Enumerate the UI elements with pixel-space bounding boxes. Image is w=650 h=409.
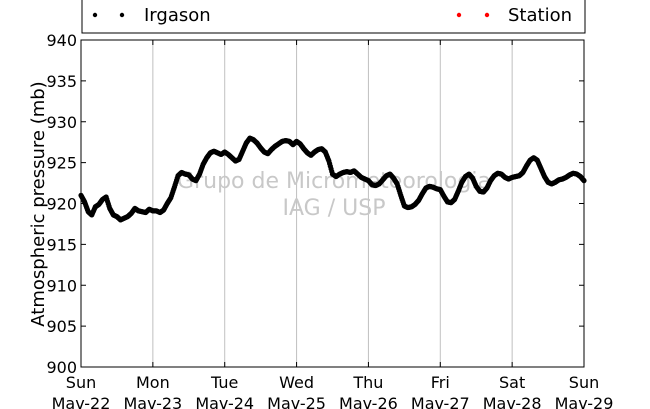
watermark-line-2: IAG / USP	[283, 196, 386, 221]
x-tick-label-weekday: Sun	[569, 373, 599, 392]
y-tick-label: 920	[46, 195, 77, 214]
y-tick-label: 940	[46, 31, 77, 50]
x-tick-label-date: Mav-27	[411, 394, 470, 409]
x-tick-label-date: Mav-24	[195, 394, 254, 409]
x-tick-label-date: Mav-26	[339, 394, 398, 409]
legend-label: Station	[508, 5, 572, 26]
y-axis-label: Atmospheric pressure (mb)	[28, 81, 49, 326]
x-tick-label-weekday: Fri	[431, 373, 450, 392]
y-tick-label: 935	[46, 72, 77, 91]
legend-item-irgason: Irgason	[92, 5, 211, 26]
x-tick-label-weekday: Thu	[352, 373, 383, 392]
y-tick-label: 925	[46, 154, 77, 173]
x-tick-label-date: Mav-23	[123, 394, 182, 409]
x-tick-label-date: Mav-28	[483, 394, 542, 409]
x-tick-label-date: Mav-29	[555, 394, 614, 409]
x-tick-label-weekday: Sat	[499, 373, 525, 392]
x-tick-label-weekday: Mon	[136, 373, 170, 392]
x-tick-label-date: Mav-25	[267, 394, 326, 409]
legend: Irgason Station	[81, 0, 586, 34]
legend-marker	[119, 12, 125, 18]
y-tick-label: 930	[46, 113, 77, 132]
legend-marker	[484, 12, 490, 18]
legend-label: Irgason	[144, 5, 211, 26]
legend-item-station: Station	[456, 5, 572, 26]
x-tick-label-date: Mav-22	[52, 394, 111, 409]
y-tick-label: 905	[46, 317, 77, 336]
x-tick-label-weekday: Tue	[210, 373, 238, 392]
y-tick-label: 900	[46, 358, 77, 377]
series-irgason	[78, 135, 587, 223]
y-axis: 900 905 910 915 920 925 930 935 940	[46, 31, 584, 377]
y-tick-label: 915	[46, 235, 77, 254]
x-axis: Sun Mav-22 Mon Mav-23 Tue Mav-24 Wed Mav-25 Thu M…	[52, 40, 614, 409]
gridlines	[152, 40, 513, 367]
y-tick-label: 910	[46, 276, 77, 295]
legend-box	[81, 0, 586, 34]
series-layer	[78, 135, 587, 223]
x-tick-label-weekday: Wed	[279, 373, 314, 392]
legend-marker	[92, 12, 98, 18]
legend-marker	[456, 12, 462, 18]
x-tick-label-weekday: Sun	[66, 373, 96, 392]
